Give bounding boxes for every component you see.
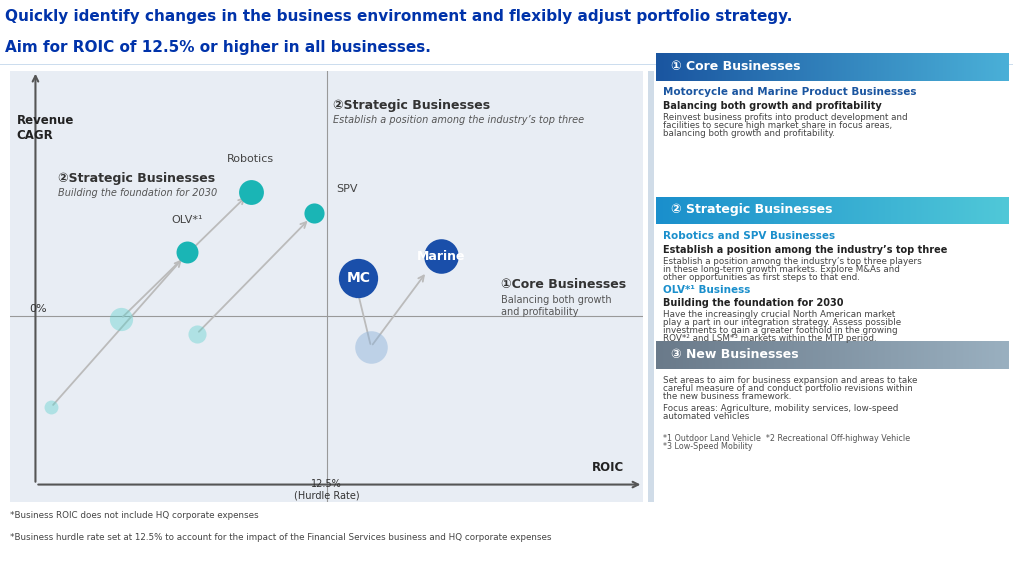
Point xyxy=(363,342,379,351)
Text: ① Core Businesses: ① Core Businesses xyxy=(671,60,800,73)
Text: Reinvest business profits into product development and: Reinvest business profits into product d… xyxy=(663,113,907,122)
Text: Revenue
CAGR: Revenue CAGR xyxy=(16,114,74,142)
Text: play a part in our integration strategy. Assess possible: play a part in our integration strategy.… xyxy=(663,318,901,327)
Text: ②Strategic Businesses: ②Strategic Businesses xyxy=(333,99,490,112)
Text: ROV*² and LSM*³ markets within the MTP period.: ROV*² and LSM*³ markets within the MTP p… xyxy=(663,334,876,343)
Text: *Business ROIC does not include HQ corporate expenses: *Business ROIC does not include HQ corpo… xyxy=(10,511,258,521)
Text: Focus areas: Agriculture, mobility services, low-speed: Focus areas: Agriculture, mobility servi… xyxy=(663,404,898,413)
Text: investments to gain a greater foothold in the growing: investments to gain a greater foothold i… xyxy=(663,326,898,335)
Point xyxy=(188,329,205,338)
Text: Aim for ROIC of 12.5% or higher in all businesses.: Aim for ROIC of 12.5% or higher in all b… xyxy=(5,40,431,54)
Text: ①Core Businesses: ①Core Businesses xyxy=(500,278,626,291)
Text: Balancing both growth: Balancing both growth xyxy=(500,295,612,305)
Text: Building the foundation for 2030: Building the foundation for 2030 xyxy=(663,298,843,308)
Text: OLV*¹: OLV*¹ xyxy=(171,214,204,225)
Text: careful measure of and conduct portfolio revisions within: careful measure of and conduct portfolio… xyxy=(663,384,913,393)
Text: 12.5%
(Hurdle Rate): 12.5% (Hurdle Rate) xyxy=(294,479,360,501)
Point xyxy=(179,247,196,256)
Text: Establish a position among the industry’s top three: Establish a position among the industry’… xyxy=(663,245,947,255)
Text: in these long-term growth markets. Explore M&As and: in these long-term growth markets. Explo… xyxy=(663,265,900,274)
Text: Robotics: Robotics xyxy=(227,154,275,164)
Text: Have the increasingly crucial North American market: Have the increasingly crucial North Amer… xyxy=(663,310,894,319)
Text: *1 Outdoor Land Vehicle  *2 Recreational Off-highway Vehicle: *1 Outdoor Land Vehicle *2 Recreational … xyxy=(663,434,910,443)
Text: and profitability: and profitability xyxy=(500,307,578,317)
Text: *3 Low-Speed Mobility: *3 Low-Speed Mobility xyxy=(663,442,752,451)
Text: Marine: Marine xyxy=(416,249,465,263)
Text: 0%: 0% xyxy=(29,304,47,314)
Text: MC: MC xyxy=(346,270,371,285)
Text: SPV: SPV xyxy=(336,184,358,194)
Point xyxy=(433,252,449,261)
Text: Set areas to aim for business expansion and areas to take: Set areas to aim for business expansion … xyxy=(663,376,917,385)
Text: ③ New Businesses: ③ New Businesses xyxy=(671,348,798,361)
Text: automated vehicles: automated vehicles xyxy=(663,412,749,421)
Text: Establish a position among the industry’s top three players: Establish a position among the industry’… xyxy=(663,257,921,266)
Point xyxy=(350,273,367,282)
Text: ROIC: ROIC xyxy=(592,461,624,474)
Text: facilities to secure high market share in focus areas,: facilities to secure high market share i… xyxy=(663,121,891,130)
Point xyxy=(306,209,322,218)
Text: Robotics and SPV Businesses: Robotics and SPV Businesses xyxy=(663,231,835,242)
Text: balancing both growth and profitability.: balancing both growth and profitability. xyxy=(663,129,835,138)
Text: Quickly identify changes in the business environment and flexibly adjust portfol: Quickly identify changes in the business… xyxy=(5,9,792,23)
Text: ② Strategic Businesses: ② Strategic Businesses xyxy=(671,204,832,217)
Text: other opportunities as first steps to that end.: other opportunities as first steps to th… xyxy=(663,273,859,282)
Text: *Business hurdle rate set at 12.5% to account for the impact of the Financial Se: *Business hurdle rate set at 12.5% to ac… xyxy=(10,533,552,542)
Text: OLV*¹ Business: OLV*¹ Business xyxy=(663,285,750,295)
Text: Motorcycle and Marine Product Businesses: Motorcycle and Marine Product Businesses xyxy=(663,87,916,98)
Text: the new business framework.: the new business framework. xyxy=(663,392,791,401)
Point xyxy=(112,314,129,323)
Text: ②Strategic Businesses: ②Strategic Businesses xyxy=(58,172,215,185)
Text: Establish a position among the industry’s top three: Establish a position among the industry’… xyxy=(333,115,585,125)
Text: Balancing both growth and profitability: Balancing both growth and profitability xyxy=(663,101,881,111)
Text: Building the foundation for 2030: Building the foundation for 2030 xyxy=(58,188,217,198)
Point xyxy=(243,187,259,196)
Point xyxy=(44,403,60,412)
